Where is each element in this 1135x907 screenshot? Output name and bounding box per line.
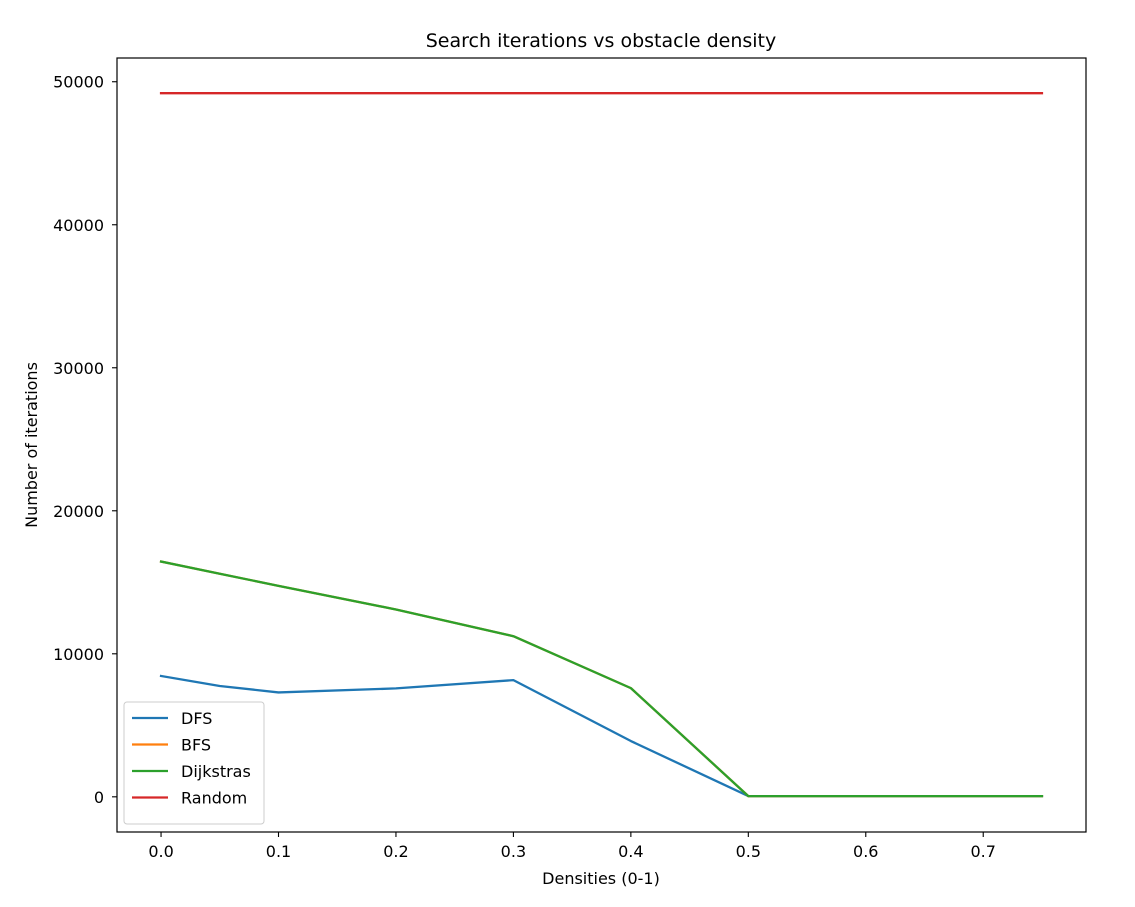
legend: DFS BFS Dijkstras Random — [123, 701, 265, 825]
y-tick-label: 0 — [94, 788, 104, 807]
legend-label-dijkstras: Dijkstras — [181, 762, 251, 781]
x-tick-label: 0.7 — [971, 842, 996, 861]
x-tick-label: 0.3 — [501, 842, 526, 861]
y-tick-label: 10000 — [53, 645, 104, 664]
y-tick-label: 40000 — [53, 216, 104, 235]
y-tick-label: 30000 — [53, 359, 104, 378]
plot-background — [117, 58, 1086, 832]
legend-label-random: Random — [181, 789, 247, 808]
legend-box — [123, 701, 265, 825]
chart-title: Search iterations vs obstacle density — [426, 30, 777, 52]
x-tick-label: 0.6 — [853, 842, 878, 861]
series-line-dijkstras — [159, 560, 1044, 798]
y-tick-label: 20000 — [53, 502, 104, 521]
x-tick-label: 0.4 — [618, 842, 643, 861]
plot-frame — [116, 57, 1087, 833]
x-tick-label: 0.5 — [736, 842, 761, 861]
x-axis: 0.0 0.1 0.2 0.3 0.4 0.5 0.6 0.7 — [148, 832, 996, 861]
x-tick-label: 0.2 — [383, 842, 408, 861]
x-axis-label: Densities (0-1) — [542, 869, 660, 888]
series-layer — [159, 92, 1044, 798]
y-axis: 0 10000 20000 30000 40000 50000 — [53, 73, 117, 807]
y-tick-label: 50000 — [53, 73, 104, 92]
x-tick-label: 0.0 — [148, 842, 173, 861]
x-tick-label: 0.1 — [266, 842, 291, 861]
y-axis-label: Number of iterations — [22, 362, 41, 528]
legend-label-bfs: BFS — [181, 736, 211, 755]
legend-label-dfs: DFS — [181, 709, 212, 728]
